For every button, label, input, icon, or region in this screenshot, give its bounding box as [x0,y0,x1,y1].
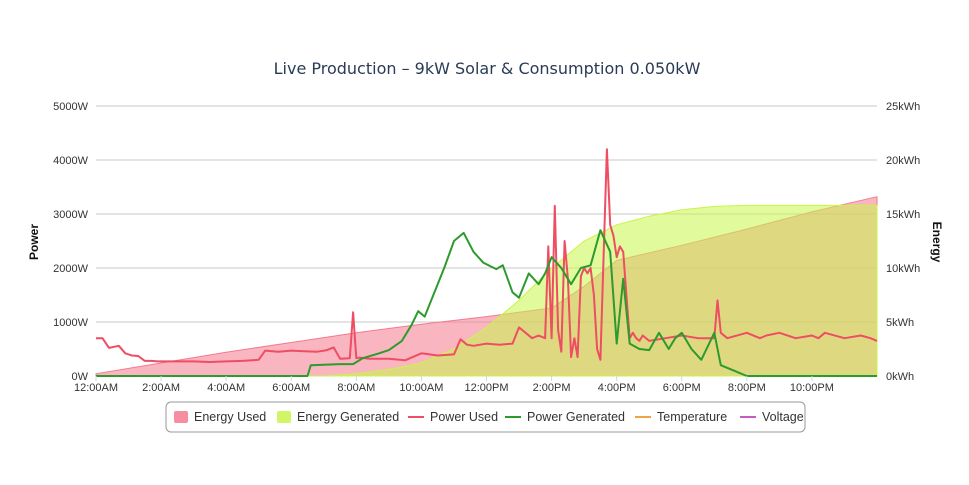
x-tick-label: 6:00PM [663,382,701,394]
y2-tick-label: 10kWh [886,263,920,275]
x-tick-label: 10:00AM [399,382,443,394]
x-tick-label: 4:00PM [598,382,636,394]
y-tick-label: 0W [72,371,89,383]
x-tick-label: 12:00AM [74,382,118,394]
y-tick-label: 4000W [53,155,88,167]
y-axis-title: Power [27,224,41,260]
legend-item-label[interactable]: Energy Generated [297,410,399,424]
x-axis-ticks: 12:00AM 2:00AM 4:00AM 6:00AM 8:00AM 10:00AM 12… [74,376,834,394]
legend-item-label[interactable]: Power Used [430,410,498,424]
legend: Energy Used Energy Generated Power Used Pow… [165,401,806,433]
series-energy-generated-area [96,204,878,377]
y2-tick-label: 5kWh [886,317,914,329]
y2-tick-label: 20kWh [886,155,920,167]
area-series [95,196,878,377]
y-axis-right-ticks: 0kWh 5kWh 10kWh 15kWh 20kWh 25kWh [886,101,920,383]
y-tick-label: 3000W [53,209,88,221]
legend-symbol [174,411,188,423]
legend-item-label[interactable]: Temperature [657,410,727,424]
x-tick-label: 8:00AM [337,382,375,394]
y2-axis-title: Energy [930,222,944,263]
y2-tick-label: 0kWh [886,371,914,383]
y2-tick-label: 15kWh [886,209,920,221]
line-series [96,148,878,377]
y-tick-label: 2000W [53,263,88,275]
y-axis-left-ticks: 0W 1000W 2000W 3000W 4000W 5000W [53,101,88,383]
x-tick-label: 2:00AM [142,382,180,394]
x-tick-label: 12:00PM [464,382,508,394]
x-tick-label: 4:00AM [207,382,245,394]
x-tick-label: 10:00PM [790,382,834,394]
x-tick-label: 6:00AM [272,382,310,394]
chart-title: Live Production – 9kW Solar & Consumptio… [274,59,701,78]
series-power-generated-line [96,229,877,377]
y2-tick-label: 25kWh [886,101,920,113]
series-power-used-line [96,148,878,363]
y-tick-label: 1000W [53,317,88,329]
legend-symbol [277,411,291,423]
legend-item-label[interactable]: Power Generated [527,410,625,424]
legend-box [165,401,806,433]
y-tick-label: 5000W [53,101,88,113]
x-tick-label: 2:00PM [533,382,571,394]
legend-item-label[interactable]: Energy Used [194,410,266,424]
legend-item-label[interactable]: Voltage [762,410,804,424]
x-tick-label: 8:00PM [728,382,766,394]
